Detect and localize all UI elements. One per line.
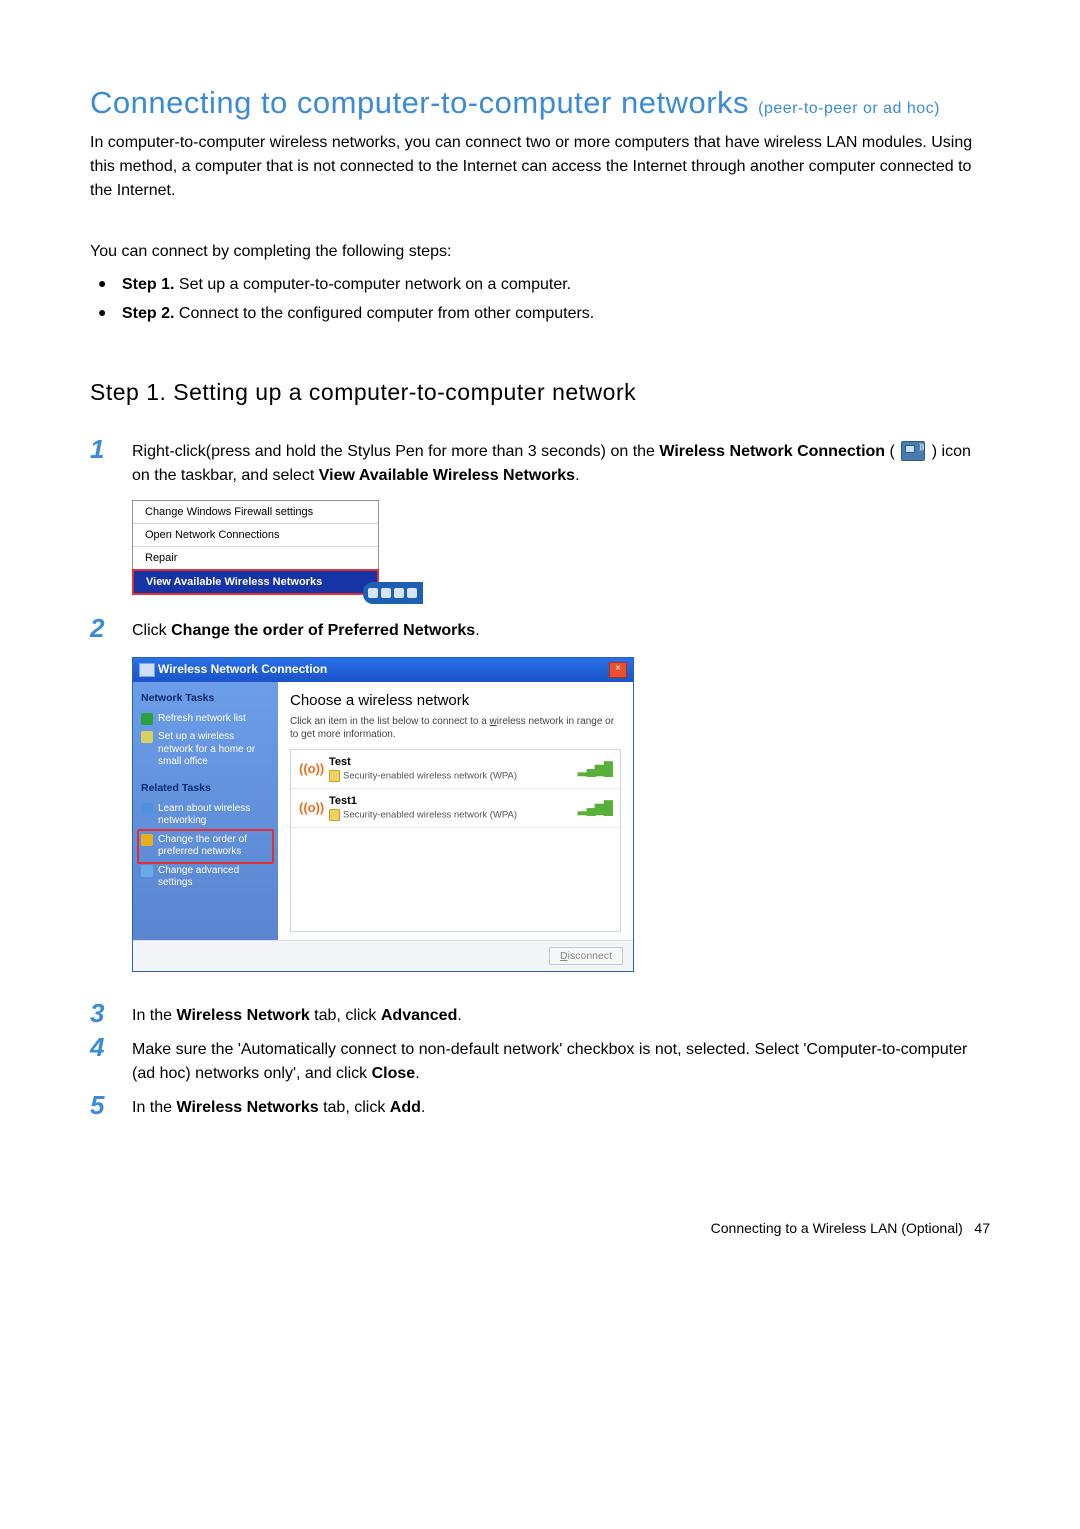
page-footer: Connecting to a Wireless LAN (Optional) … xyxy=(90,1220,990,1236)
lock-icon xyxy=(329,809,340,821)
title-sub: (peer-to-peer or ad hoc) xyxy=(758,100,940,117)
dialog-sidebar: Network Tasks Refresh network list Set u… xyxy=(133,682,278,940)
step-number: 2 xyxy=(90,615,132,641)
footer-text: Connecting to a Wireless LAN (Optional) xyxy=(711,1220,963,1236)
disconnect-button[interactable]: Disconnect xyxy=(549,947,623,965)
dialog-titlebar: Wireless Network Connection × xyxy=(133,658,633,682)
signal-icon: ▂▄▆█ xyxy=(578,800,612,816)
tray-icon xyxy=(381,588,391,598)
network-item[interactable]: ((o)) Test Security-enabled wireless net… xyxy=(291,750,620,789)
context-menu-item[interactable]: Change Windows Firewall settings xyxy=(133,501,378,524)
main-heading: Choose a wireless network xyxy=(290,692,621,709)
tray-icon xyxy=(368,588,378,598)
network-list: ((o)) Test Security-enabled wireless net… xyxy=(290,749,621,932)
tray-icon xyxy=(394,588,404,598)
step-number: 3 xyxy=(90,1000,132,1026)
antenna-icon: ((o)) xyxy=(299,800,321,815)
network-security: Security-enabled wireless network (WPA) xyxy=(329,809,570,821)
context-menu-item-highlighted[interactable]: View Available Wireless Networks xyxy=(132,569,379,595)
instruction-step: 2 Click Change the order of Preferred Ne… xyxy=(90,615,990,643)
network-item[interactable]: ((o)) Test1 Security-enabled wireless ne… xyxy=(291,789,620,828)
overview-bullet: Step 1. Set up a computer-to-computer ne… xyxy=(90,271,990,300)
steps-intro: You can connect by completing the follow… xyxy=(90,243,990,261)
wireless-dialog-figure: Wireless Network Connection × Network Ta… xyxy=(132,657,990,972)
sidebar-link-advanced[interactable]: Change advanced settings xyxy=(141,862,270,893)
system-tray xyxy=(363,582,423,604)
step-text: Make sure the 'Automatically connect to … xyxy=(132,1034,990,1086)
context-menu-item[interactable]: Open Network Connections xyxy=(133,524,378,547)
step-text: In the Wireless Network tab, click Advan… xyxy=(132,1000,462,1028)
sidebar-link-setup[interactable]: Set up a wireless network for a home or … xyxy=(141,728,270,772)
step-number: 5 xyxy=(90,1092,132,1118)
title-main: Connecting to computer-to-computer netwo… xyxy=(90,85,758,120)
dialog-title: Wireless Network Connection xyxy=(139,662,327,677)
instruction-step: 3 In the Wireless Network tab, click Adv… xyxy=(90,1000,990,1028)
context-menu-figure: Change Windows Firewall settings Open Ne… xyxy=(132,500,990,595)
step-text: Right-click(press and hold the Stylus Pe… xyxy=(132,436,990,488)
info-icon xyxy=(141,803,153,815)
dialog-footer: Disconnect xyxy=(133,940,633,971)
step-text: Click Change the order of Preferred Netw… xyxy=(132,615,480,643)
sidebar-link-learn[interactable]: Learn about wireless networking xyxy=(141,800,270,831)
wireless-title-icon xyxy=(139,663,155,677)
close-icon[interactable]: × xyxy=(609,662,627,678)
antenna-icon: ((o)) xyxy=(299,761,321,776)
network-name: Test1 xyxy=(329,795,570,807)
sidebar-link-change-order[interactable]: Change the order of preferred networks xyxy=(137,829,274,864)
wireless-dialog: Wireless Network Connection × Network Ta… xyxy=(132,657,634,972)
page-number: 47 xyxy=(974,1220,990,1236)
overview-bullets: Step 1. Set up a computer-to-computer ne… xyxy=(90,271,990,329)
sidebar-heading: Related Tasks xyxy=(141,782,270,794)
instruction-step: 5 In the Wireless Networks tab, click Ad… xyxy=(90,1092,990,1120)
tray-icon xyxy=(407,588,417,598)
lock-icon xyxy=(329,770,340,782)
context-menu-item[interactable]: Repair xyxy=(133,547,378,570)
sidebar-heading: Network Tasks xyxy=(141,692,270,704)
page-title: Connecting to computer-to-computer netwo… xyxy=(90,85,990,121)
context-menu: Change Windows Firewall settings Open Ne… xyxy=(132,500,379,595)
setup-icon xyxy=(141,731,153,743)
section-heading: Step 1. Setting up a computer-to-compute… xyxy=(90,379,990,406)
step-text: In the Wireless Networks tab, click Add. xyxy=(132,1092,425,1120)
network-security: Security-enabled wireless network (WPA) xyxy=(329,770,570,782)
wireless-connection-icon xyxy=(901,441,925,461)
settings-icon xyxy=(141,865,153,877)
step-number: 1 xyxy=(90,436,132,462)
intro-text: In computer-to-computer wireless network… xyxy=(90,131,990,203)
main-subtext: Click an item in the list below to conne… xyxy=(290,715,621,741)
refresh-icon xyxy=(141,713,153,725)
network-name: Test xyxy=(329,756,570,768)
step-number: 4 xyxy=(90,1034,132,1060)
star-icon xyxy=(141,834,153,846)
signal-icon: ▂▄▆█ xyxy=(578,761,612,777)
dialog-main: Choose a wireless network Click an item … xyxy=(278,682,633,940)
sidebar-link-refresh[interactable]: Refresh network list xyxy=(141,710,270,729)
instruction-step: 1 Right-click(press and hold the Stylus … xyxy=(90,436,990,488)
instruction-step: 4 Make sure the 'Automatically connect t… xyxy=(90,1034,990,1086)
overview-bullet: Step 2. Connect to the configured comput… xyxy=(90,300,990,329)
